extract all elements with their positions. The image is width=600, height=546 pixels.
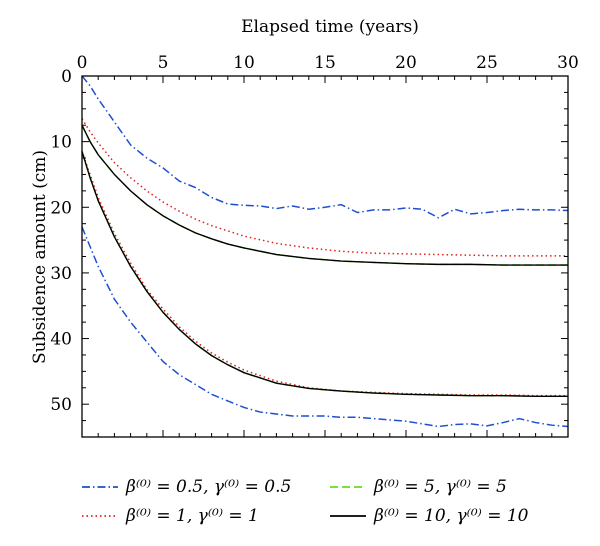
x-tick-label: 5 xyxy=(158,53,169,73)
series-line-1 xyxy=(81,118,568,257)
legend-label-0: β⁽⁰⁾ = 0.5, γ⁽⁰⁾ = 0.5 xyxy=(125,477,291,497)
series-line-3 xyxy=(81,124,568,266)
series-line-0 xyxy=(81,75,569,219)
plot-frame xyxy=(81,75,569,438)
x-axis-title: Elapsed time (years) xyxy=(241,17,419,37)
legend-label-3: β⁽⁰⁾ = 10, γ⁽⁰⁾ = 10 xyxy=(373,506,529,526)
legend: β⁽⁰⁾ = 0.5, γ⁽⁰⁾ = 0.5 β⁽⁰⁾ = 1, γ⁽⁰⁾ = 1… xyxy=(82,477,529,526)
x-tick-label: 10 xyxy=(233,53,255,73)
x-tick-label: 15 xyxy=(314,53,336,73)
x-tick-label: 20 xyxy=(395,53,417,73)
series-line-5 xyxy=(81,151,568,397)
plot-area xyxy=(81,75,569,428)
series-line-6 xyxy=(81,151,568,398)
y-tick-label: 30 xyxy=(50,264,72,284)
x-tick-label: 25 xyxy=(476,53,498,73)
series-line-7 xyxy=(81,151,568,398)
y-axis-title: Subsidence amount (cm) xyxy=(30,150,50,364)
legend-label-2: β⁽⁰⁾ = 5, γ⁽⁰⁾ = 5 xyxy=(373,477,507,497)
legend-label-1: β⁽⁰⁾ = 1, γ⁽⁰⁾ = 1 xyxy=(125,506,259,526)
y-tick-label: 0 xyxy=(61,67,72,87)
y-tick-label: 10 xyxy=(50,133,72,153)
axes: 0 5 10 15 20 25 30 0 10 20 30 40 50 xyxy=(50,53,579,438)
y-tick-label: 40 xyxy=(50,330,72,350)
x-tick-label: 0 xyxy=(77,53,88,73)
y-tick-label: 50 xyxy=(50,395,72,415)
series-line-4 xyxy=(81,226,569,428)
series-line-2 xyxy=(81,124,568,266)
y-tick-label: 20 xyxy=(50,198,72,218)
x-tick-label: 30 xyxy=(557,53,579,73)
